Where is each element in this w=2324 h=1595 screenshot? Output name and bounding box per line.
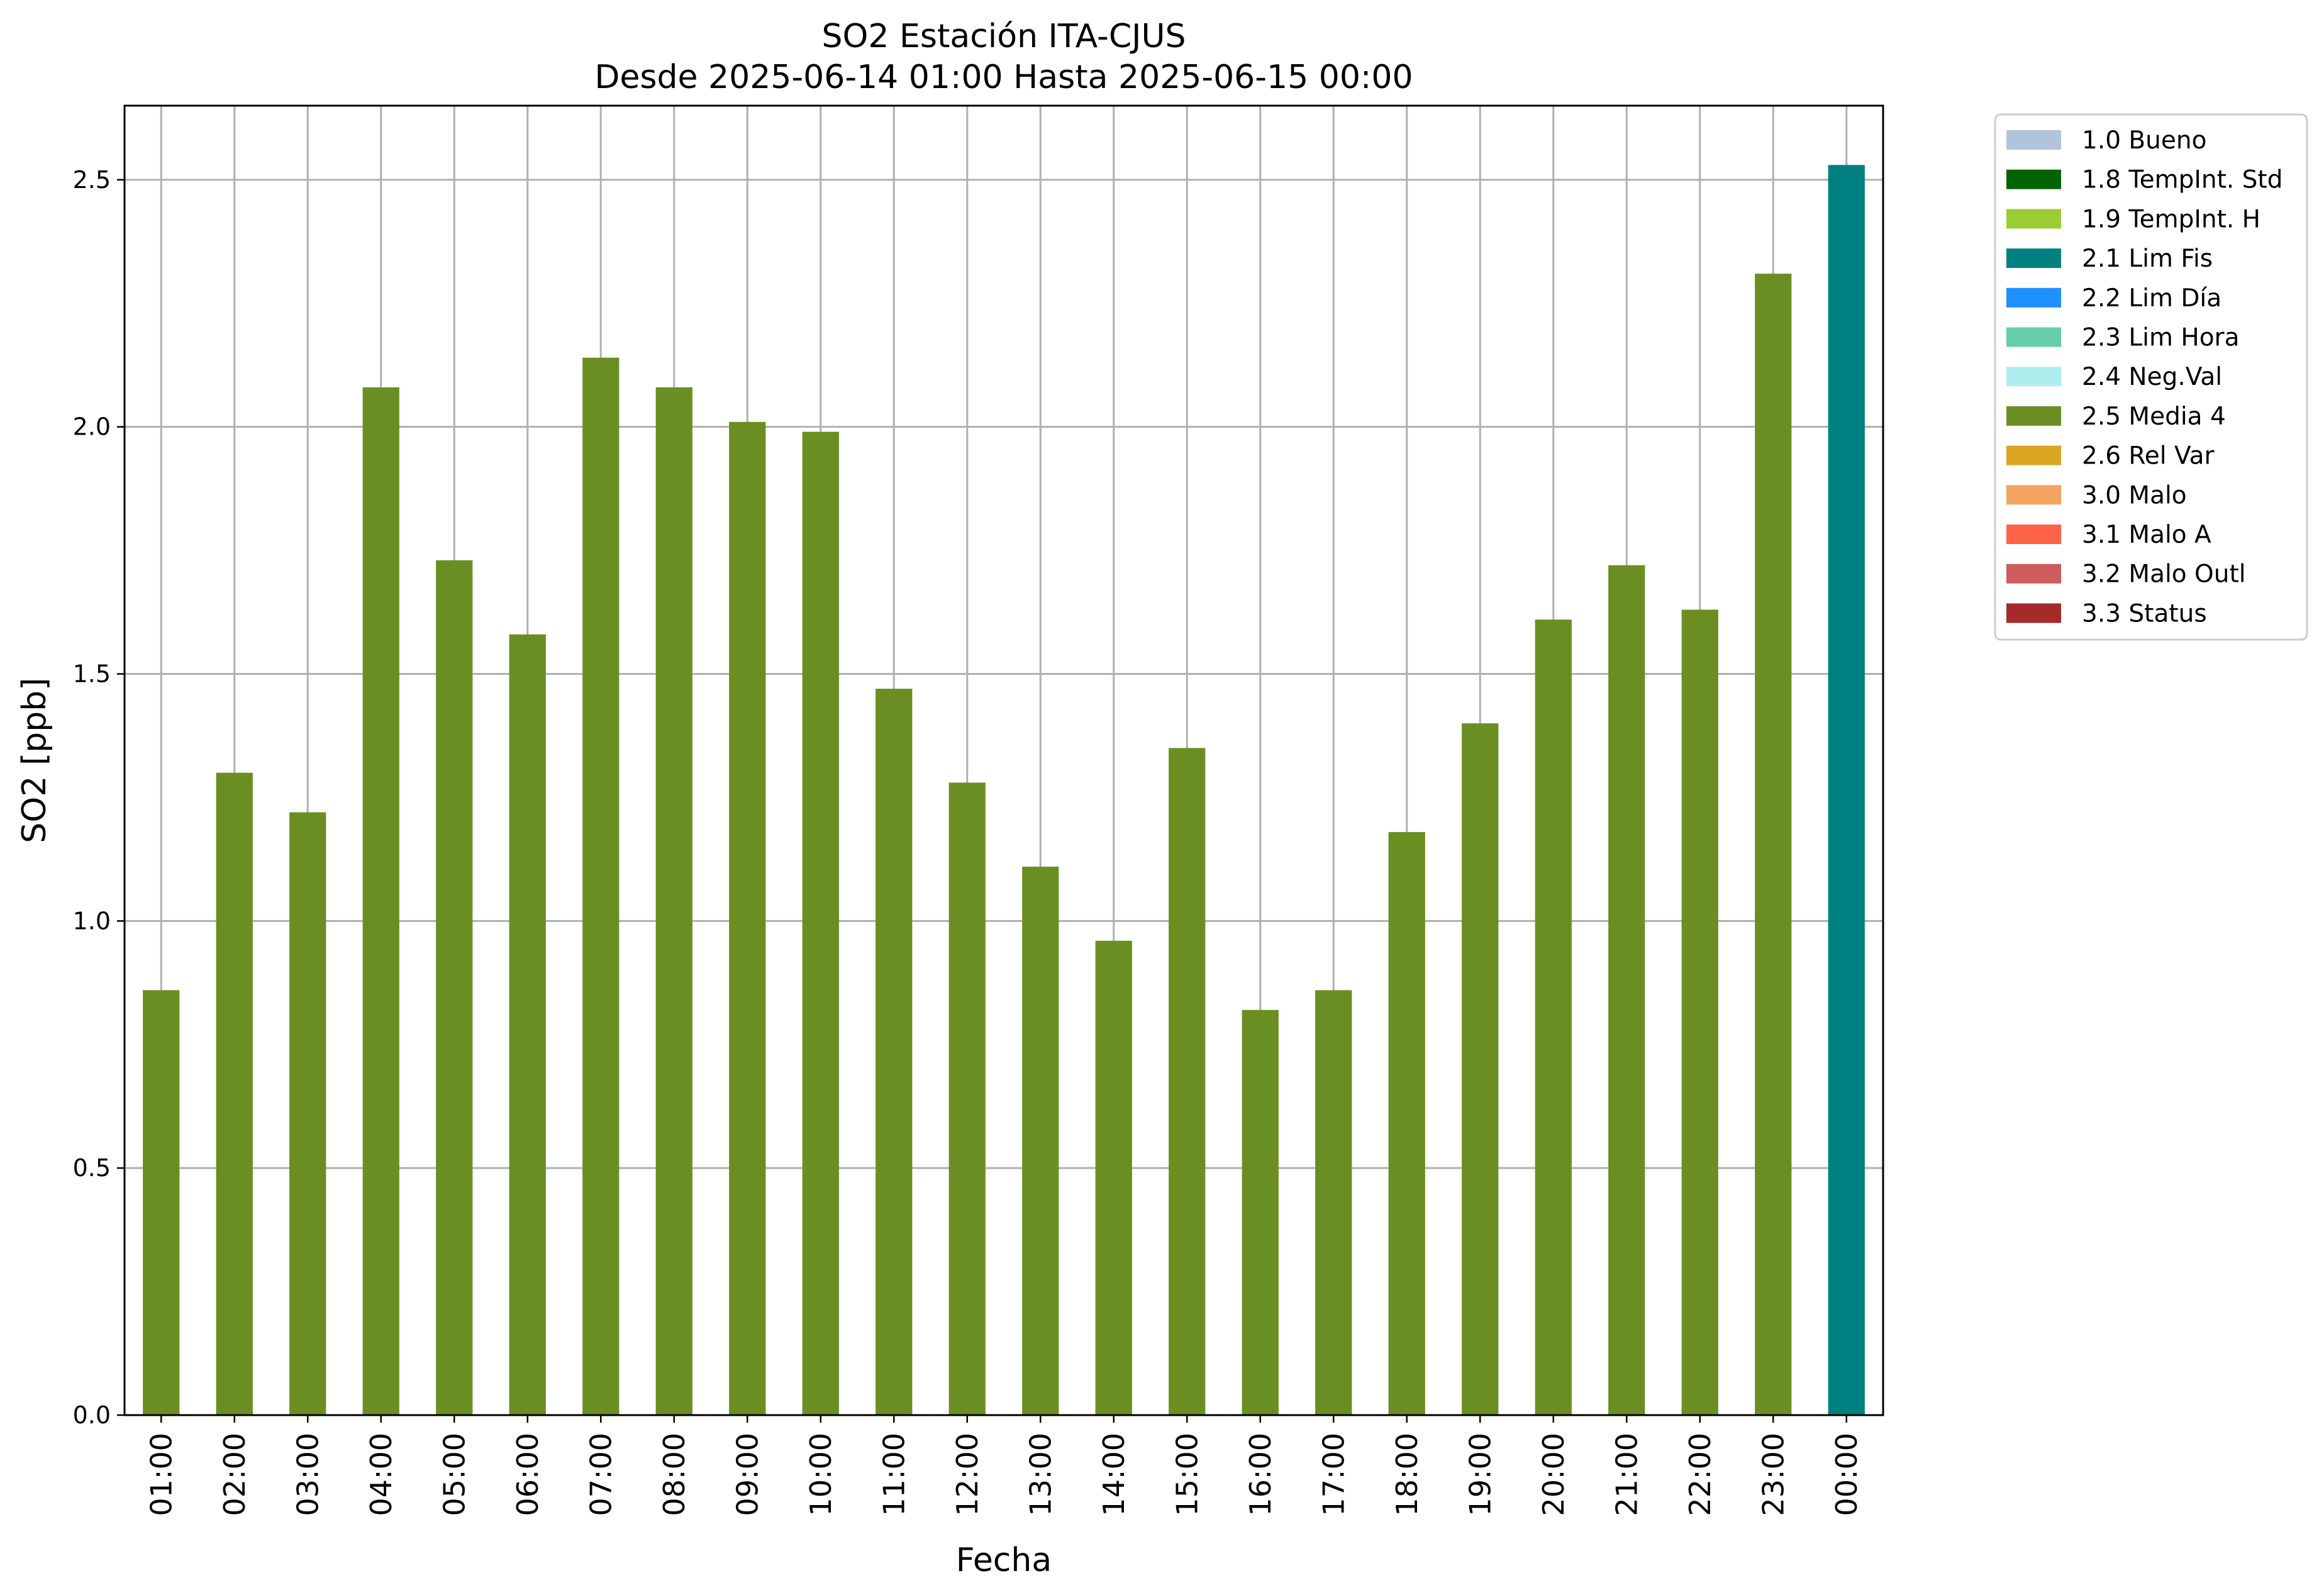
- bar: [1462, 723, 1499, 1415]
- x-tick-label: 05:00: [437, 1433, 471, 1516]
- bar: [1388, 831, 1425, 1415]
- x-tick-label: 20:00: [1537, 1433, 1571, 1516]
- x-tick-label: 04:00: [364, 1433, 398, 1516]
- bar: [1681, 609, 1718, 1416]
- bar: [1535, 620, 1572, 1415]
- legend-label: 2.2 Lim Día: [2082, 284, 2221, 313]
- bar: [143, 990, 180, 1415]
- bars: [143, 165, 1865, 1416]
- bar: [876, 689, 913, 1415]
- x-tick-label: 23:00: [1756, 1433, 1790, 1516]
- x-tick-label: 15:00: [1170, 1433, 1204, 1516]
- x-tick-label: 19:00: [1463, 1433, 1497, 1516]
- bar: [362, 387, 399, 1415]
- x-tick-label: 22:00: [1683, 1433, 1717, 1516]
- legend-label: 2.4 Neg.Val: [2082, 363, 2222, 391]
- x-tick-label: 00:00: [1830, 1433, 1864, 1516]
- x-tick-label: 10:00: [804, 1433, 838, 1516]
- legend-label: 2.5 Media 4: [2082, 403, 2226, 431]
- x-tick-label: 16:00: [1243, 1433, 1277, 1516]
- y-tick-label: 1.5: [73, 660, 111, 688]
- x-tick-label: 08:00: [657, 1433, 691, 1516]
- legend-label: 3.1 Malo A: [2082, 521, 2211, 549]
- legend-label: 2.6 Rel Var: [2082, 442, 2215, 470]
- legend-swatch: [2006, 130, 2061, 150]
- x-tick-label: 11:00: [877, 1433, 911, 1516]
- legend-label: 3.2 Malo Outl: [2082, 560, 2246, 589]
- legend-swatch: [2006, 287, 2061, 308]
- bar: [1828, 165, 1865, 1415]
- bar: [729, 421, 766, 1415]
- x-tick-label: 14:00: [1097, 1433, 1131, 1516]
- legend-label: 1.9 TempInt. H: [2082, 205, 2260, 233]
- bar: [1022, 866, 1059, 1415]
- x-tick-label: 07:00: [584, 1433, 618, 1516]
- bar: [216, 772, 253, 1415]
- x-tick-label: 09:00: [730, 1433, 764, 1516]
- y-tick-label: 2.5: [73, 166, 111, 194]
- x-tick-label: 21:00: [1610, 1433, 1643, 1516]
- x-axis: 01:00 02:00 03:00 04:00 05:00 06:00 07:00 08:00…: [144, 1415, 1864, 1516]
- legend-swatch: [2006, 603, 2061, 623]
- x-axis-title: Fecha: [956, 1542, 1052, 1579]
- legend-swatch: [2006, 327, 2061, 347]
- bar: [1315, 990, 1352, 1415]
- legend-swatch: [2006, 485, 2061, 505]
- bar: [436, 560, 473, 1415]
- y-tick-label: 0.5: [73, 1154, 111, 1182]
- legend-swatch: [2006, 564, 2061, 584]
- legend: 1.0 Bueno 1.8 TempInt. Std 1.9 TempInt. H 2…: [1994, 113, 2308, 641]
- bar: [655, 387, 692, 1415]
- bar: [289, 812, 326, 1415]
- legend-label: 1.8 TempInt. Std: [2082, 166, 2282, 194]
- legend-swatch: [2006, 248, 2061, 269]
- bar: [802, 431, 839, 1415]
- legend-label: 3.3 Status: [2082, 599, 2207, 628]
- y-axis: 0.0 0.5 1.0 1.5 2.0 2.5: [73, 166, 125, 1429]
- x-tick-label: 18:00: [1390, 1433, 1424, 1516]
- x-tick-label: 17:00: [1316, 1433, 1350, 1516]
- y-tick-label: 0.0: [73, 1401, 111, 1429]
- legend-swatch: [2006, 367, 2061, 387]
- legend-label: 3.0 Malo: [2082, 481, 2187, 509]
- chart-subtitle: Desde 2025-06-14 01:00 Hasta 2025-06-15 …: [594, 58, 1413, 96]
- bar: [1755, 274, 1792, 1416]
- legend-swatch: [2006, 406, 2061, 426]
- legend-frame: [1994, 113, 2308, 641]
- bar: [1608, 565, 1645, 1416]
- y-tick-label: 1.0: [73, 907, 111, 935]
- legend-swatch: [2006, 169, 2061, 189]
- bar: [509, 634, 546, 1415]
- chart-title: SO2 Estación ITA-CJUS: [821, 18, 1186, 55]
- y-axis-title: SO2 [ppb]: [16, 677, 53, 843]
- x-tick-label: 06:00: [511, 1433, 545, 1516]
- legend-swatch: [2006, 209, 2061, 229]
- bar: [1242, 1009, 1279, 1415]
- x-tick-label: 12:00: [950, 1433, 984, 1516]
- x-tick-label: 03:00: [291, 1433, 325, 1516]
- legend-label: 2.1 Lim Fis: [2082, 245, 2213, 273]
- y-tick-label: 2.0: [73, 413, 111, 441]
- legend-label: 2.3 Lim Hora: [2082, 324, 2240, 352]
- bar: [948, 782, 986, 1415]
- legend-swatch: [2006, 445, 2061, 465]
- bar: [1169, 748, 1206, 1415]
- legend-label: 1.0 Bueno: [2082, 126, 2206, 155]
- x-tick-label: 02:00: [218, 1433, 252, 1516]
- x-tick-label: 01:00: [144, 1433, 178, 1516]
- bar: [582, 357, 620, 1415]
- x-tick-label: 13:00: [1023, 1433, 1057, 1516]
- bar: [1095, 940, 1132, 1415]
- plot-frame: [123, 104, 1884, 1416]
- legend-swatch: [2006, 525, 2061, 544]
